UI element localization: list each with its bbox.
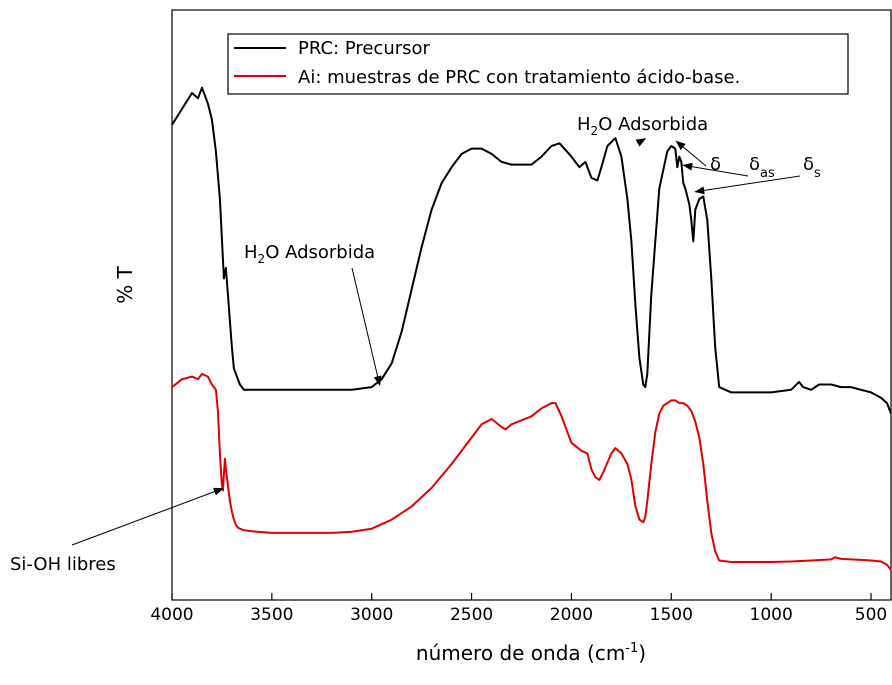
annotation-arrow-h2o-right: [635, 138, 647, 147]
annotation-delta-as: δas: [749, 154, 775, 181]
annotation-delta: δ: [710, 154, 721, 175]
series-line-acid-base: [171, 372, 892, 571]
annotations: H2O Adsorbida H2O Adsorbida δ δas δs Si-…: [10, 114, 821, 575]
annotation-arrow-h2o-left: [351, 267, 382, 387]
x-axis-title-main: número de onda (cm: [416, 641, 625, 665]
annotation-delta-s: δs: [803, 154, 821, 181]
x-tick-label-1500: 1500: [650, 605, 693, 625]
x-axis: 4000 3500 3000 2500 2000 1500 1000 500: [150, 593, 887, 625]
y-axis-title: % T: [113, 265, 137, 303]
series-line-precursor: [171, 86, 892, 414]
legend: PRC: Precursor Ai: muestras de PRC con t…: [227, 33, 849, 95]
annotation-h2o-right: H2O Adsorbida: [577, 114, 708, 138]
x-tick-label-500: 500: [855, 605, 887, 625]
annotation-h2o-left: H2O Adsorbida: [244, 242, 375, 266]
plot-frame: [171, 9, 892, 601]
x-axis-title-sup: -1: [625, 641, 638, 656]
x-axis-title: número de onda (cm-1): [416, 641, 646, 665]
x-tick-label-4000: 4000: [150, 605, 193, 625]
annotation-arrow-si-oh: [71, 487, 224, 546]
x-tick-label-2500: 2500: [450, 605, 493, 625]
x-axis-title-tail: ): [638, 641, 646, 665]
annotation-arrow-delta-s: [694, 175, 801, 195]
legend-label-acid-base: Ai: muestras de PRC con tratamiento ácid…: [298, 67, 740, 88]
legend-label-precursor: PRC: Precursor: [298, 38, 431, 59]
annotation-arrow-delta: [675, 140, 707, 167]
series-layer: [171, 86, 892, 571]
legend-box: [227, 33, 849, 95]
x-tick-label-1000: 1000: [750, 605, 793, 625]
annotation-arrow-delta-as: [682, 162, 749, 177]
x-tick-label-3000: 3000: [350, 605, 393, 625]
annotation-si-oh: Si-OH libres: [10, 554, 116, 575]
x-tick-label-3500: 3500: [250, 605, 293, 625]
x-tick-label-2000: 2000: [550, 605, 593, 625]
